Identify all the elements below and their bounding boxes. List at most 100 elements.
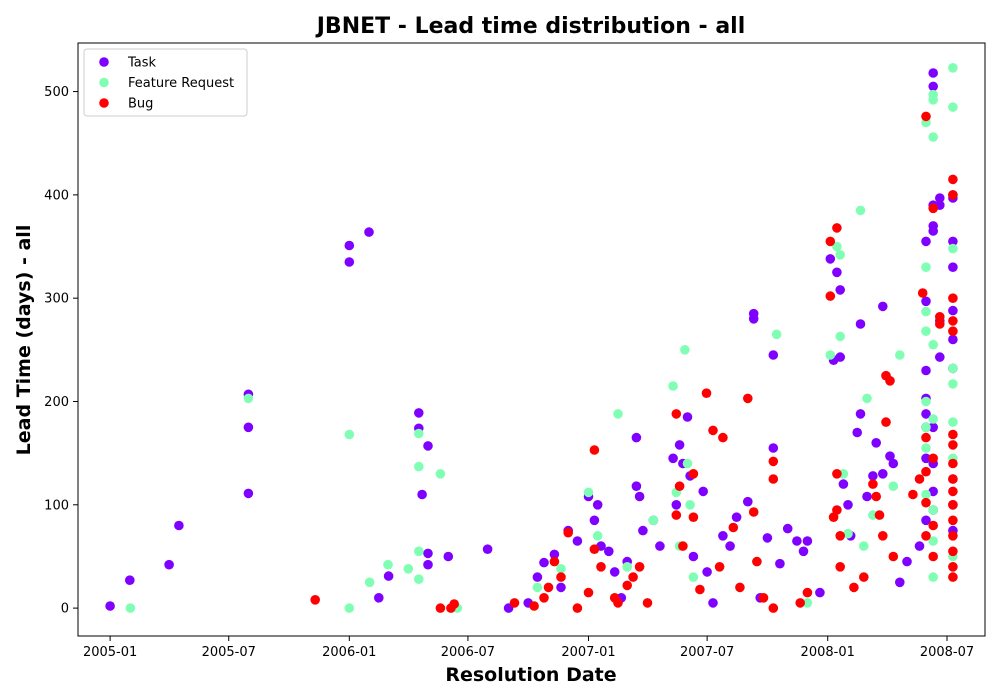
data-point-0-73	[838, 479, 849, 489]
data-point-1-11	[435, 469, 446, 479]
x-axis-label: Resolution Date	[445, 664, 616, 686]
legend-marker-1	[99, 77, 109, 88]
data-point-0-87	[902, 556, 912, 567]
legend-marker-0	[99, 57, 109, 67]
data-point-0-70	[832, 267, 842, 278]
data-point-1-54	[928, 505, 938, 515]
data-point-2-8	[549, 556, 560, 567]
data-point-0-15	[423, 441, 433, 451]
data-point-1-50	[928, 95, 938, 105]
data-point-1-47	[921, 489, 931, 500]
data-point-2-7	[543, 582, 554, 593]
data-point-2-62	[908, 489, 918, 500]
data-point-0-79	[862, 491, 872, 502]
data-point-1-41	[921, 262, 931, 273]
data-point-0-42	[668, 453, 678, 464]
data-point-0-59	[762, 533, 773, 543]
data-point-1-37	[862, 393, 872, 404]
x-tick-label: 2007-01	[561, 645, 615, 660]
data-point-2-23	[671, 510, 682, 520]
data-point-1-5	[383, 559, 393, 570]
data-point-2-66	[921, 432, 931, 443]
data-point-2-31	[714, 562, 725, 572]
data-point-1-61	[948, 379, 958, 389]
data-point-2-4	[509, 598, 520, 608]
data-point-2-81	[948, 429, 958, 440]
data-point-2-73	[928, 551, 938, 562]
data-point-2-55	[871, 491, 881, 502]
data-point-0-80	[868, 471, 878, 481]
data-point-0-74	[843, 500, 853, 510]
data-point-2-19	[628, 572, 638, 582]
data-point-2-47	[832, 223, 842, 233]
x-tick-label: 2006-07	[441, 645, 495, 660]
data-point-2-90	[948, 562, 958, 572]
legend: Task Feature Request Bug	[83, 48, 248, 117]
data-point-0-51	[708, 598, 718, 608]
data-point-0-91	[921, 365, 931, 376]
data-point-1-62	[948, 417, 958, 427]
data-point-1-1	[243, 393, 254, 404]
data-point-2-87	[948, 515, 958, 526]
data-point-1-51	[928, 132, 938, 142]
data-point-0-95	[921, 453, 931, 464]
data-point-2-77	[948, 190, 958, 200]
data-point-2-88	[948, 531, 958, 541]
data-point-0-82	[878, 301, 888, 312]
data-point-0-52	[718, 531, 728, 541]
data-point-1-2	[344, 429, 355, 440]
data-point-2-53	[859, 572, 869, 582]
data-point-2-63	[914, 474, 925, 484]
legend-marker-2	[99, 98, 109, 108]
data-point-2-34	[735, 582, 745, 593]
data-point-1-27	[771, 329, 782, 340]
data-point-0-54	[731, 512, 742, 522]
data-point-0-64	[792, 536, 802, 546]
data-point-1-28	[802, 598, 813, 608]
x-tick-label: 2008-01	[801, 645, 855, 660]
data-point-0-61	[768, 443, 779, 453]
data-point-1-25	[685, 500, 695, 510]
data-point-2-67	[921, 466, 931, 477]
data-point-1-40	[895, 350, 905, 360]
data-point-2-3	[449, 599, 460, 609]
plot-frame	[77, 42, 986, 637]
data-point-0-25	[556, 582, 566, 593]
data-point-0-53	[725, 541, 735, 551]
data-point-1-8	[414, 461, 424, 472]
data-point-1-14	[556, 564, 566, 574]
data-point-2-35	[743, 393, 753, 404]
data-point-1-15	[583, 487, 594, 498]
data-point-2-20	[634, 562, 645, 572]
y-tick-label: 100	[44, 498, 69, 513]
data-point-0-12	[414, 408, 424, 418]
data-point-1-55	[928, 536, 938, 546]
data-point-2-76	[948, 174, 958, 185]
data-point-2-1	[435, 603, 446, 613]
data-point-1-24	[682, 458, 693, 469]
data-point-1-53	[928, 414, 938, 424]
data-point-2-39	[768, 456, 779, 467]
data-point-0-30	[592, 500, 603, 510]
data-point-0-9	[364, 227, 374, 237]
data-point-2-78	[948, 293, 958, 304]
data-point-0-60	[768, 350, 779, 360]
y-axis: 0 100 200 300 400 500	[44, 85, 78, 617]
data-point-0-3	[174, 520, 184, 531]
data-point-2-36	[748, 507, 759, 517]
x-tick-label: 2005-07	[202, 645, 256, 660]
data-point-0-78	[855, 409, 866, 419]
data-point-0-36	[631, 481, 642, 492]
data-point-1-36	[859, 541, 869, 551]
data-point-0-65	[798, 546, 809, 557]
data-point-0-71	[835, 285, 845, 295]
data-point-2-12	[583, 587, 594, 598]
data-point-2-17	[613, 598, 623, 608]
data-point-0-55	[743, 496, 753, 507]
legend-label-1: Feature Request	[128, 76, 234, 91]
data-point-2-57	[878, 531, 888, 541]
data-point-0-38	[634, 491, 645, 502]
data-point-0-32	[604, 546, 614, 557]
data-point-0-41	[655, 541, 665, 551]
data-point-0-108	[935, 352, 945, 362]
